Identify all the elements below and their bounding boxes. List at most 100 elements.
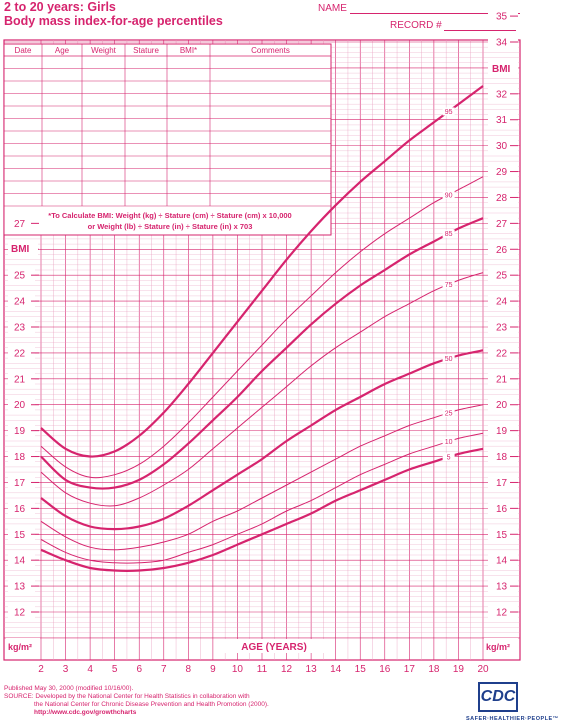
table-column-header: Stature [133, 46, 159, 55]
name-input-line[interactable] [349, 13, 520, 14]
right-tick-label: 12 [496, 608, 508, 619]
footer-url[interactable]: http://www.cdc.gov/growthcharts [34, 709, 137, 716]
left-tick-label: 27 [14, 219, 26, 230]
unit-right-bg [484, 638, 518, 654]
right-tick-bg [488, 346, 518, 359]
right-tick-label: 34 [496, 38, 508, 49]
left-tick-label: 18 [14, 452, 26, 463]
right-tick-bg [488, 580, 518, 593]
x-tick-label: 17 [404, 664, 416, 675]
record-input-line[interactable] [444, 30, 517, 31]
right-tick-label: 29 [496, 167, 508, 178]
left-tick-label: 12 [14, 608, 26, 619]
left-tick-bg [8, 502, 35, 515]
record-table: Date Age Weight Stature BMI* Comments *To Calc… [3, 43, 332, 236]
right-tick-label: 35 [496, 12, 508, 23]
percentile-label-5: 5 [447, 455, 451, 462]
right-tick-bg [488, 372, 518, 385]
table-column-header: BMI* [180, 46, 197, 55]
title-line-1: 2 to 20 years: Girls [4, 0, 116, 14]
right-tick-label: 27 [496, 219, 508, 230]
x-tick-label: 13 [306, 664, 318, 675]
right-tick-label: 18 [496, 452, 508, 463]
right-tick-bg [488, 424, 518, 437]
percentile-label-bg [442, 453, 455, 462]
left-bmi-label: BMI [11, 244, 30, 255]
left-tick-bg [8, 580, 35, 593]
percentile-curve-85 [40, 217, 484, 490]
left-tick-label: 15 [14, 530, 26, 541]
left-tick-bg [8, 346, 35, 359]
x-tick-label: 19 [453, 664, 465, 675]
x-tick-label: 9 [210, 664, 216, 675]
record-field[interactable]: RECORD # [390, 20, 517, 31]
right-tick-bg [488, 113, 518, 126]
left-tick-label: 17 [14, 478, 26, 489]
x-tick-label: 10 [232, 664, 244, 675]
right-tick-bg [488, 321, 518, 333]
left-tick-label: 19 [14, 426, 26, 437]
percentile-curve-25 [40, 404, 484, 551]
percentile-label-85: 85 [445, 231, 453, 238]
footer: Published May 30, 2000 (modified 10/16/0… [4, 685, 269, 717]
name-label: NAME [318, 3, 347, 14]
percentile-curve-95 [40, 85, 484, 458]
right-tick-label: 22 [496, 348, 508, 359]
left-tick-label: 16 [14, 504, 26, 515]
formula-line-2: or Weight (lb) ÷ Stature (in) ÷ Stature … [88, 222, 253, 231]
x-tick-label: 7 [161, 664, 167, 675]
percentile-label-50: 50 [445, 356, 453, 363]
right-tick-label: 26 [496, 245, 508, 256]
right-tick-label: 30 [496, 141, 508, 152]
percentile-label-10: 10 [445, 439, 453, 446]
table-column-header: Age [55, 46, 70, 55]
right-tick-label: 31 [496, 115, 508, 126]
left-tick-label: 20 [14, 400, 26, 411]
left-tick-bg [8, 398, 35, 411]
x-axis-title-bg [222, 639, 326, 653]
right-tick-bg [488, 36, 518, 48]
left-tick-label: 24 [14, 297, 26, 308]
left-tick-label: 23 [14, 323, 26, 334]
x-tick-label: 12 [281, 664, 293, 675]
footer-published: Published May 30, 2000 (modified 10/16/0… [4, 685, 134, 692]
right-tick-bg [488, 450, 518, 463]
cdc-tagline: SAFER·HEALTHIER·PEOPLE™ [466, 716, 559, 722]
right-tick-bg [488, 502, 518, 515]
percentile-label-95: 95 [445, 109, 453, 116]
percentile-label-bg [442, 190, 455, 199]
x-tick-label: 18 [428, 664, 440, 675]
unit-right: kg/m² [486, 642, 510, 652]
percentile-label-25: 25 [445, 411, 453, 418]
x-tick-label: 3 [63, 664, 69, 675]
right-tick-label: 24 [496, 297, 508, 308]
x-tick-label: 20 [477, 664, 489, 675]
right-tick-bg [488, 606, 518, 618]
table-column-header: Weight [91, 46, 117, 55]
left-tick-bg [8, 295, 35, 308]
right-tick-bg [488, 87, 518, 100]
x-tick-label: 2 [38, 664, 44, 675]
name-field[interactable]: NAME [318, 3, 520, 14]
left-tick-bg [8, 217, 35, 230]
x-tick-label: 11 [257, 664, 268, 675]
right-tick-bg [488, 476, 518, 489]
left-tick-bg [8, 554, 35, 567]
right-bmi-bg [488, 61, 518, 75]
x-tick-label: 6 [136, 664, 142, 675]
title-line-2: Body mass index-for-age percentiles [4, 14, 223, 28]
right-tick-label: 13 [496, 582, 508, 593]
right-tick-bg [488, 295, 518, 308]
percentile-label-bg [442, 280, 455, 289]
left-tick-bg [8, 321, 35, 333]
left-tick-bg [8, 450, 35, 463]
left-tick-label: 13 [14, 582, 26, 593]
right-tick-label: 25 [496, 271, 508, 282]
right-tick-label: 14 [496, 556, 508, 567]
left-tick-bg [8, 372, 35, 385]
record-table-box [3, 43, 332, 236]
right-tick-label: 23 [496, 323, 508, 334]
footer-source-1: SOURCE: Developed by the National Center… [4, 693, 250, 700]
formula-line-1: *To Calculate BMI: Weight (kg) ÷ Stature… [48, 211, 291, 220]
record-label: RECORD # [390, 20, 442, 31]
